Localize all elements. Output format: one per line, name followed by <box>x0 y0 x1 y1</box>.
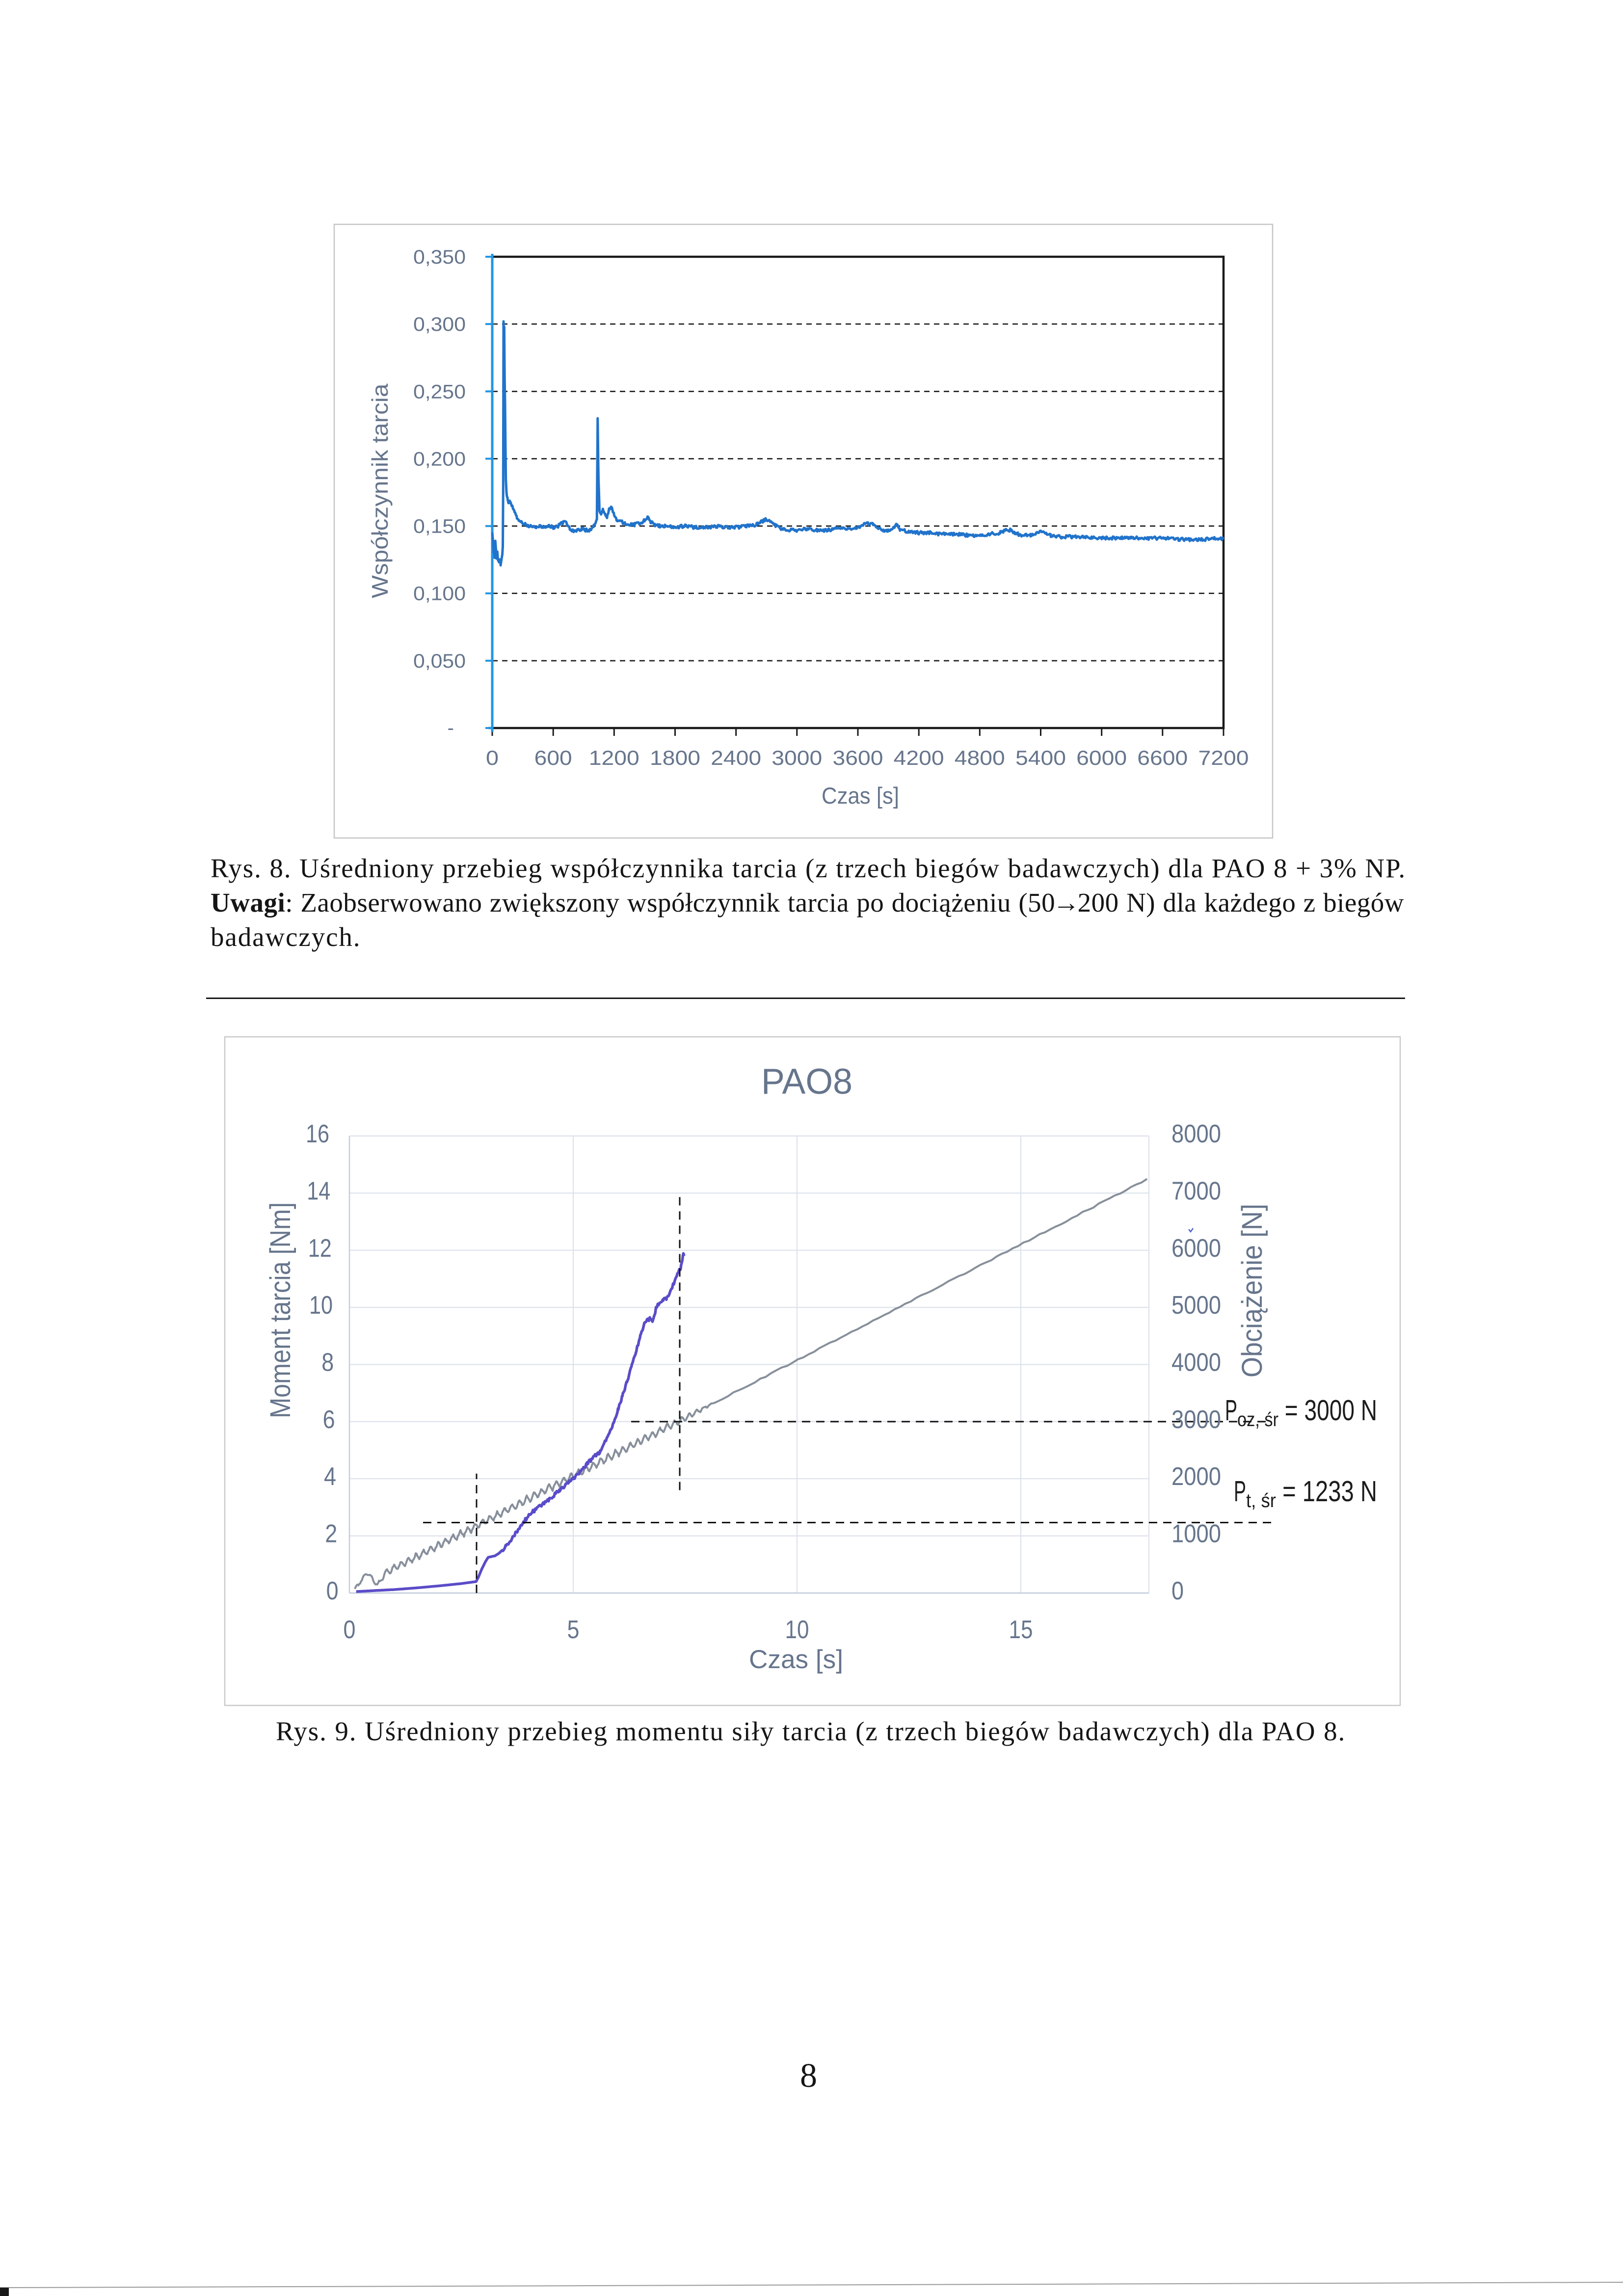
svg-text:15: 15 <box>1009 1616 1033 1644</box>
svg-text:10: 10 <box>785 1616 809 1644</box>
svg-text:0,250: 0,250 <box>413 381 466 403</box>
svg-text:-: - <box>448 717 454 739</box>
svg-text:1200: 1200 <box>589 746 639 769</box>
svg-text:5: 5 <box>567 1616 580 1644</box>
svg-text:Czas [s]: Czas [s] <box>822 783 899 809</box>
svg-text:14: 14 <box>307 1177 330 1205</box>
svg-text:0,050: 0,050 <box>413 650 466 672</box>
svg-text:Poz, śr = 3000 N: Poz, śr = 3000 N <box>1225 1394 1377 1431</box>
svg-text:1000: 1000 <box>1171 1520 1221 1548</box>
svg-text:1800: 1800 <box>650 746 700 769</box>
svg-text:6000: 6000 <box>1076 746 1127 769</box>
svg-text:6: 6 <box>323 1405 335 1434</box>
svg-text:5400: 5400 <box>1015 746 1066 769</box>
svg-text:3000: 3000 <box>1171 1405 1221 1434</box>
svg-text:Pt, śr = 1233 N: Pt, śr = 1233 N <box>1234 1475 1377 1512</box>
svg-text:0: 0 <box>344 1616 356 1644</box>
svg-text:8000: 8000 <box>1171 1120 1221 1148</box>
svg-text:4800: 4800 <box>955 746 1005 769</box>
svg-text:5000: 5000 <box>1171 1291 1221 1320</box>
svg-text:600: 600 <box>534 746 572 769</box>
svg-text:4000: 4000 <box>1171 1349 1221 1377</box>
svg-text:4: 4 <box>324 1462 336 1491</box>
svg-text:0,300: 0,300 <box>413 314 466 335</box>
svg-text:6000: 6000 <box>1171 1234 1221 1263</box>
svg-text:2400: 2400 <box>711 746 761 769</box>
svg-text:Czas [s]: Czas [s] <box>749 1645 843 1674</box>
svg-text:0: 0 <box>486 746 499 769</box>
svg-text:10: 10 <box>309 1291 333 1320</box>
svg-text:7200: 7200 <box>1198 746 1249 769</box>
svg-text:0,150: 0,150 <box>413 516 466 538</box>
svg-text:3600: 3600 <box>833 746 883 769</box>
svg-text:Moment tarcia [Nm]: Moment tarcia [Nm] <box>265 1202 296 1418</box>
svg-text:6600: 6600 <box>1137 746 1188 769</box>
svg-text:0: 0 <box>1171 1577 1184 1605</box>
svg-text:2: 2 <box>325 1520 337 1548</box>
svg-text:0,350: 0,350 <box>413 246 466 268</box>
svg-text:12: 12 <box>308 1234 332 1263</box>
svg-text:Współczynnik tarcia: Współczynnik tarcia <box>367 383 393 598</box>
svg-text:0: 0 <box>326 1577 339 1605</box>
svg-text:7000: 7000 <box>1171 1177 1221 1205</box>
svg-text:PAO8: PAO8 <box>761 1062 852 1102</box>
svg-text:8: 8 <box>321 1349 334 1377</box>
svg-text:Obciążenie [N]: Obciążenie [N] <box>1236 1204 1268 1378</box>
svg-text:4200: 4200 <box>894 746 944 769</box>
svg-text:16: 16 <box>306 1120 329 1148</box>
svg-text:2000: 2000 <box>1171 1462 1221 1491</box>
svg-text:3000: 3000 <box>772 746 822 769</box>
svg-text:0,100: 0,100 <box>413 583 466 605</box>
svg-text:0,200: 0,200 <box>413 448 466 470</box>
